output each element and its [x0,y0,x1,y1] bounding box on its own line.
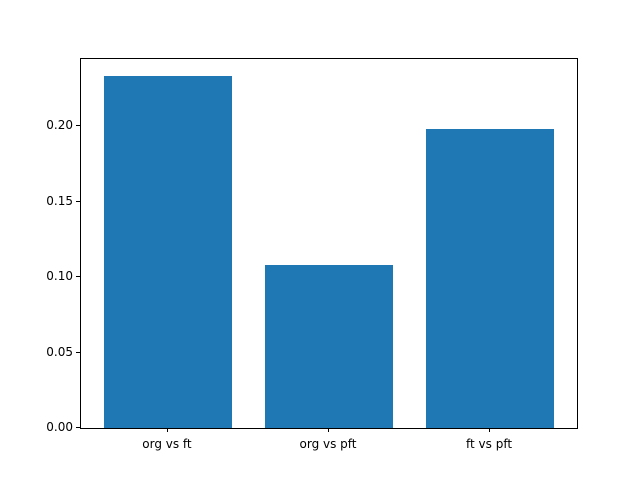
y-tick-label: 0.15 [46,193,73,208]
x-tick-label: ft vs pft [466,437,513,451]
y-tick-label: 0.10 [46,269,73,284]
x-tick-mark [166,428,168,432]
y-tick-mark [76,276,80,278]
y-tick-label: 0.00 [46,420,73,434]
y-tick-mark [76,125,80,127]
y-tick-mark [76,200,80,202]
y-tick-mark [76,351,80,353]
x-tick-label: org vs pft [299,437,357,451]
bar-3 [425,129,555,428]
y-tick-mark [76,427,80,428]
x-tick-mark [489,428,491,432]
y-tick-label: 0.20 [46,118,73,133]
plot-area [80,58,578,429]
x-tick-mark [328,428,329,432]
bar-2 [264,265,394,428]
x-tick-label: org vs ft [142,437,192,451]
y-tick-label: 0.05 [46,344,73,359]
bar-1 [103,76,233,428]
